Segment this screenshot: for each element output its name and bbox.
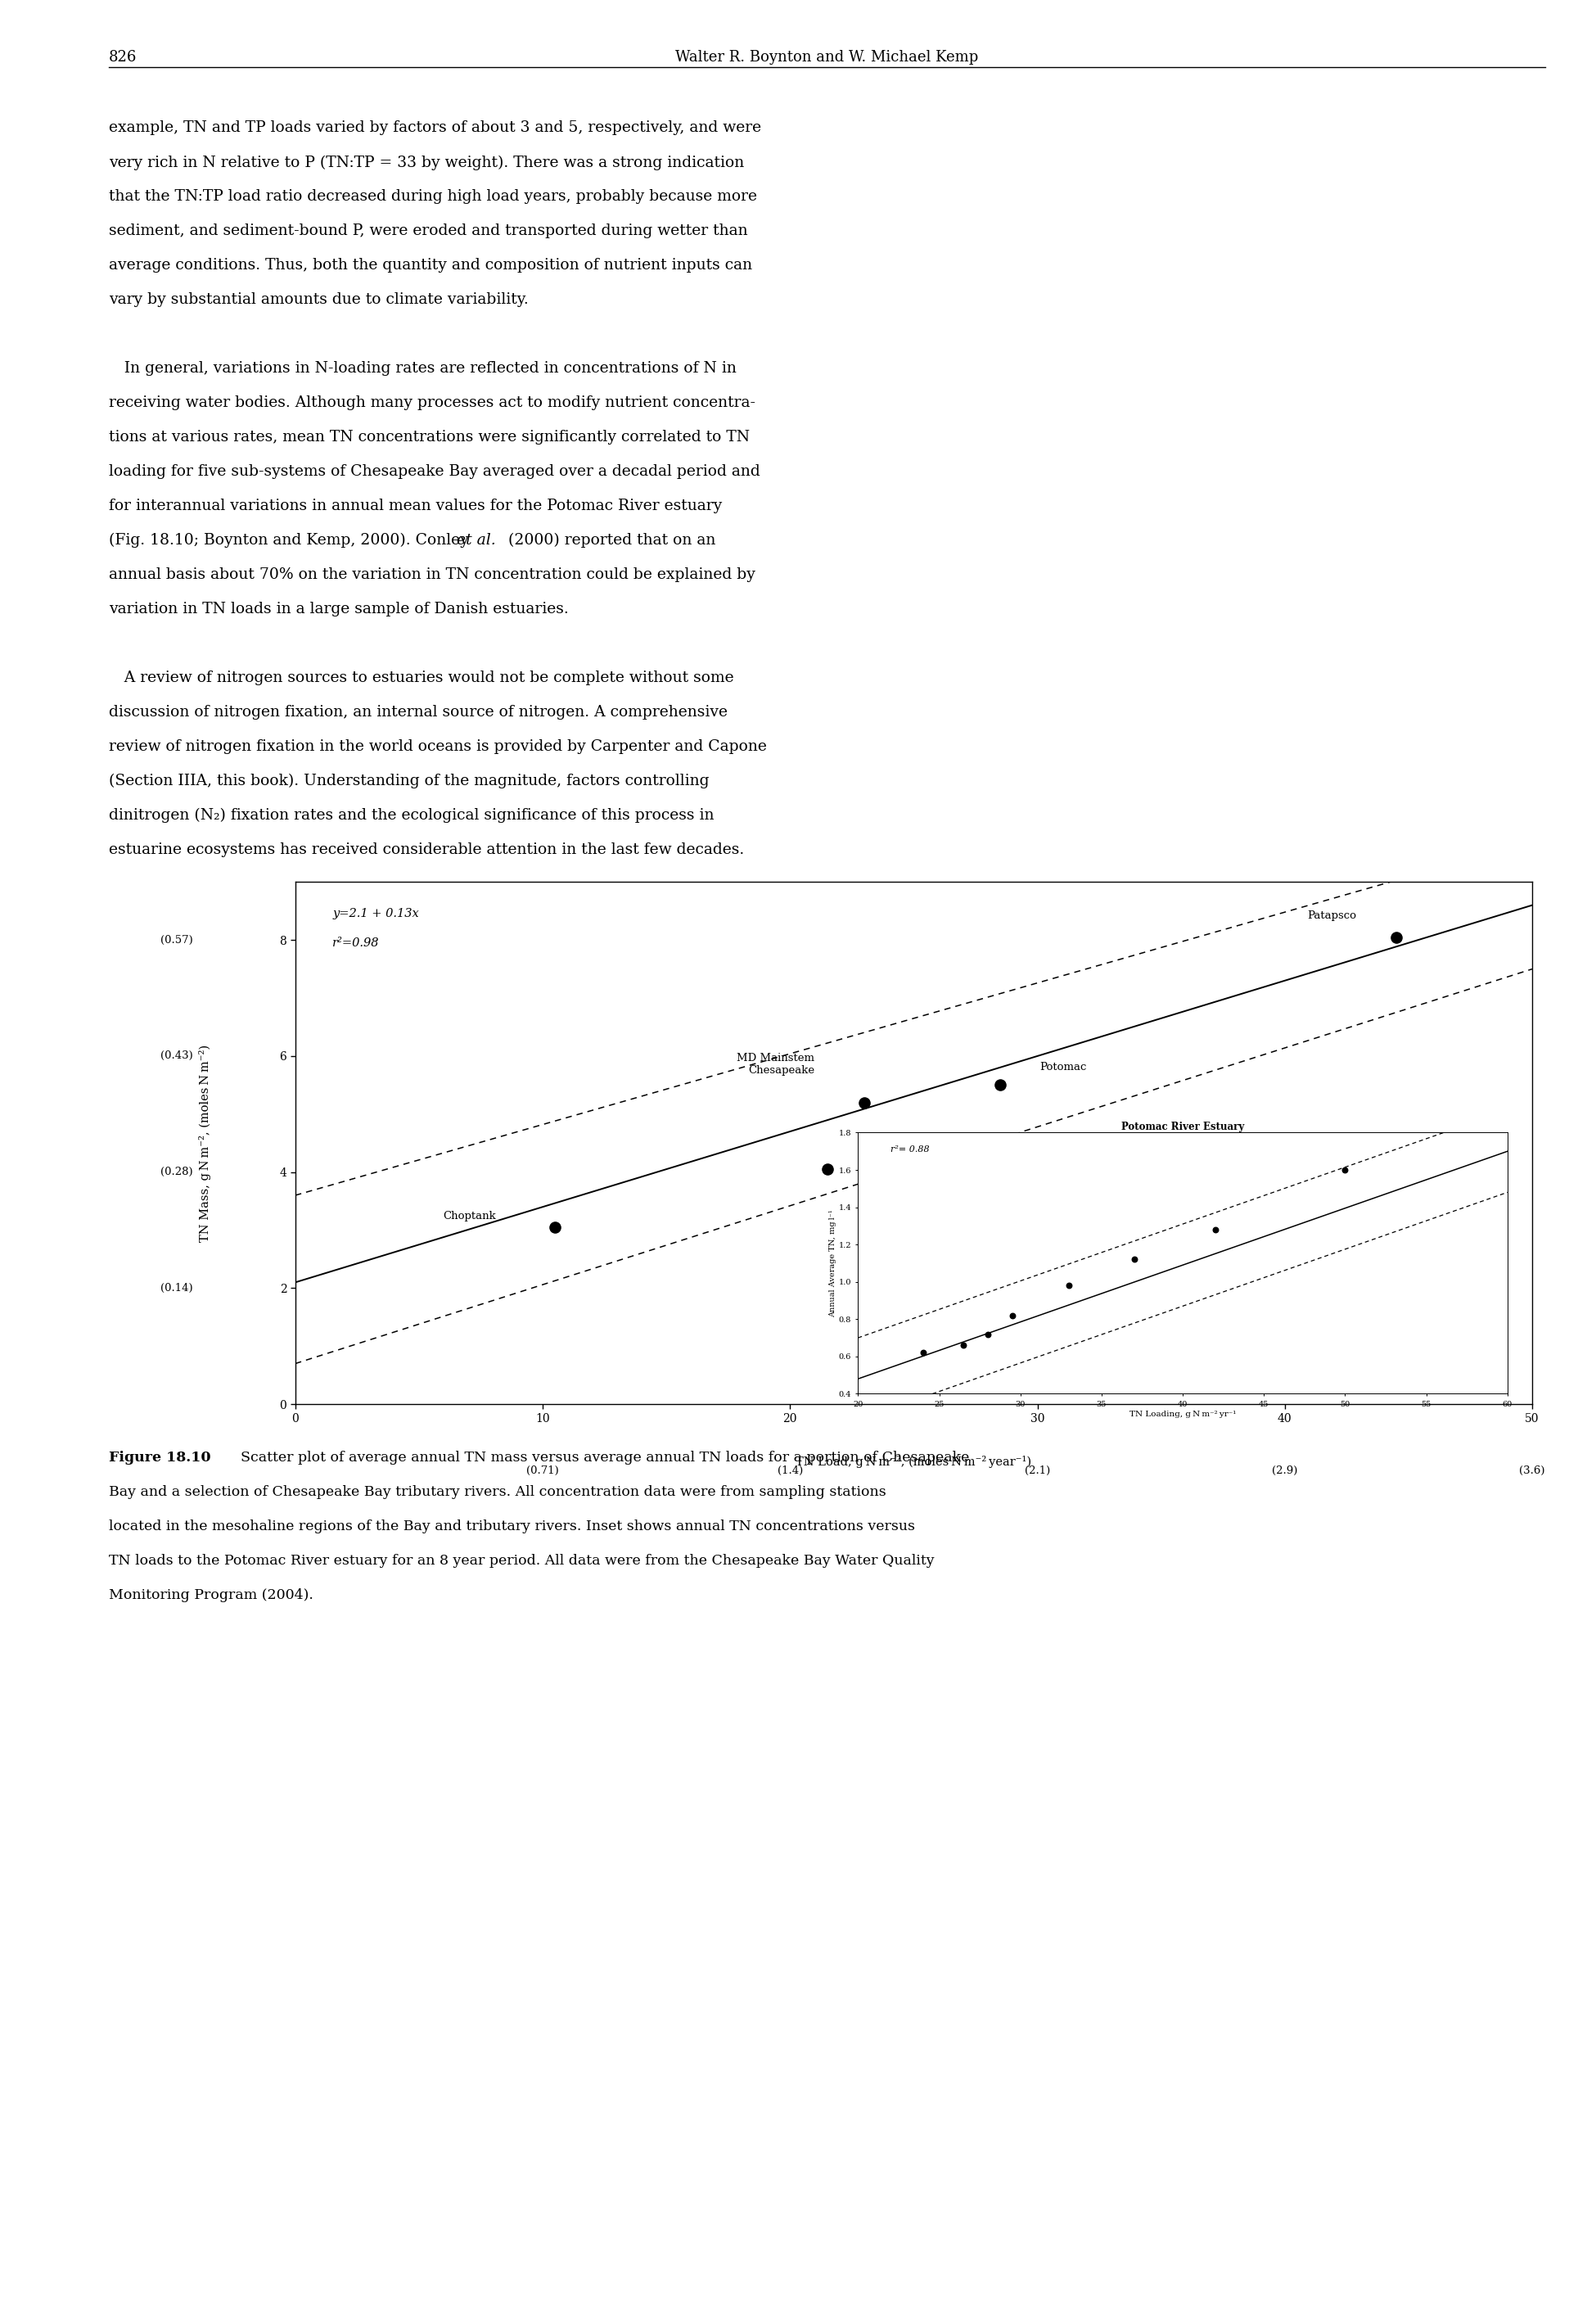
Text: that the TN:TP load ratio decreased during high load years, probably because mor: that the TN:TP load ratio decreased duri… [109, 190, 757, 204]
Text: discussion of nitrogen fixation, an internal source of nitrogen. A comprehensive: discussion of nitrogen fixation, an inte… [109, 706, 728, 720]
Text: Monitoring Program (2004).: Monitoring Program (2004). [109, 1588, 313, 1601]
Text: Bay and a selection of Chesapeake Bay tributary rivers. All concentration data w: Bay and a selection of Chesapeake Bay tr… [109, 1485, 886, 1499]
Text: variation in TN loads in a large sample of Danish estuaries.: variation in TN loads in a large sample … [109, 601, 568, 617]
Text: (Section IIIA, this book). Understanding of the magnitude, factors controlling: (Section IIIA, this book). Understanding… [109, 773, 709, 789]
Text: (2.9): (2.9) [1272, 1465, 1298, 1476]
Point [543, 1209, 568, 1246]
Text: Figure 18.10: Figure 18.10 [109, 1451, 211, 1465]
Text: review of nitrogen fixation in the world oceans is provided by Carpenter and Cap: review of nitrogen fixation in the world… [109, 738, 766, 754]
Text: MD Mainstem
Chesapeake: MD Mainstem Chesapeake [737, 1054, 816, 1077]
Text: A review of nitrogen sources to estuaries would not be complete without some: A review of nitrogen sources to estuarie… [109, 671, 734, 685]
Point [988, 1065, 1013, 1102]
Point [852, 1084, 878, 1121]
Text: (1.4): (1.4) [777, 1465, 803, 1476]
Text: Patapsco: Patapsco [1307, 910, 1357, 921]
Text: (0.28): (0.28) [160, 1167, 193, 1177]
X-axis label: TN Load, g N m⁻², (moles N m⁻² year⁻¹): TN Load, g N m⁻², (moles N m⁻² year⁻¹) [796, 1455, 1031, 1469]
Text: located in the mesohaline regions of the Bay and tributary rivers. Inset shows a: located in the mesohaline regions of the… [109, 1520, 915, 1534]
Text: receiving water bodies. Although many processes act to modify nutrient concentra: receiving water bodies. Although many pr… [109, 395, 755, 411]
Text: sediment, and sediment-bound P, were eroded and transported during wetter than: sediment, and sediment-bound P, were ero… [109, 223, 747, 239]
Text: annual basis about 70% on the variation in TN concentration could be explained b: annual basis about 70% on the variation … [109, 566, 755, 583]
Text: (0.14): (0.14) [160, 1284, 193, 1293]
Text: Scatter plot of average annual TN mass versus average annual TN loads for a port: Scatter plot of average annual TN mass v… [231, 1451, 969, 1465]
Point [1384, 919, 1409, 956]
Text: r²=0.98: r²=0.98 [332, 938, 380, 949]
Point [814, 1151, 839, 1188]
Text: (3.6): (3.6) [1519, 1465, 1545, 1476]
Text: y=2.1 + 0.13x: y=2.1 + 0.13x [332, 908, 418, 919]
Text: (2.1): (2.1) [1025, 1465, 1050, 1476]
Text: 826: 826 [109, 51, 137, 65]
Text: Walter R. Boynton and W. Michael Kemp: Walter R. Boynton and W. Michael Kemp [675, 51, 978, 65]
Text: tions at various rates, mean TN concentrations were significantly correlated to : tions at various rates, mean TN concentr… [109, 429, 750, 446]
Text: for interannual variations in annual mean values for the Potomac River estuary: for interannual variations in annual mea… [109, 499, 721, 513]
Text: loading for five sub-systems of Chesapeake Bay averaged over a decadal period an: loading for five sub-systems of Chesapea… [109, 464, 760, 478]
Text: (2000) reported that on an: (2000) reported that on an [503, 534, 715, 548]
Y-axis label: TN Mass, g N m⁻², (moles N m⁻²): TN Mass, g N m⁻², (moles N m⁻²) [200, 1044, 211, 1242]
Text: (0.71): (0.71) [527, 1465, 559, 1476]
Text: (Fig. 18.10; Boynton and Kemp, 2000). Conley: (Fig. 18.10; Boynton and Kemp, 2000). Co… [109, 534, 474, 548]
Text: Choptank: Choptank [442, 1212, 496, 1221]
Text: vary by substantial amounts due to climate variability.: vary by substantial amounts due to clima… [109, 292, 528, 306]
Text: (0.43): (0.43) [160, 1051, 193, 1061]
Text: TN loads to the Potomac River estuary for an 8 year period. All data were from t: TN loads to the Potomac River estuary fo… [109, 1553, 934, 1567]
Text: Patuxent: Patuxent [867, 1142, 915, 1154]
Text: average conditions. Thus, both the quantity and composition of nutrient inputs c: average conditions. Thus, both the quant… [109, 258, 752, 274]
Text: very rich in N relative to P (TN:TP = 33 by weight). There was a strong indicati: very rich in N relative to P (TN:TP = 33… [109, 156, 744, 169]
Text: et al.: et al. [456, 534, 496, 548]
Text: In general, variations in N-loading rates are reflected in concentrations of N i: In general, variations in N-loading rate… [109, 362, 736, 376]
Text: Potomac: Potomac [1041, 1061, 1087, 1072]
Text: estuarine ecosystems has received considerable attention in the last few decades: estuarine ecosystems has received consid… [109, 843, 744, 856]
Text: example, TN and TP loads varied by factors of about 3 and 5, respectively, and w: example, TN and TP loads varied by facto… [109, 121, 761, 135]
Text: dinitrogen (N₂) fixation rates and the ecological significance of this process i: dinitrogen (N₂) fixation rates and the e… [109, 808, 713, 822]
Text: (0.57): (0.57) [160, 935, 193, 945]
